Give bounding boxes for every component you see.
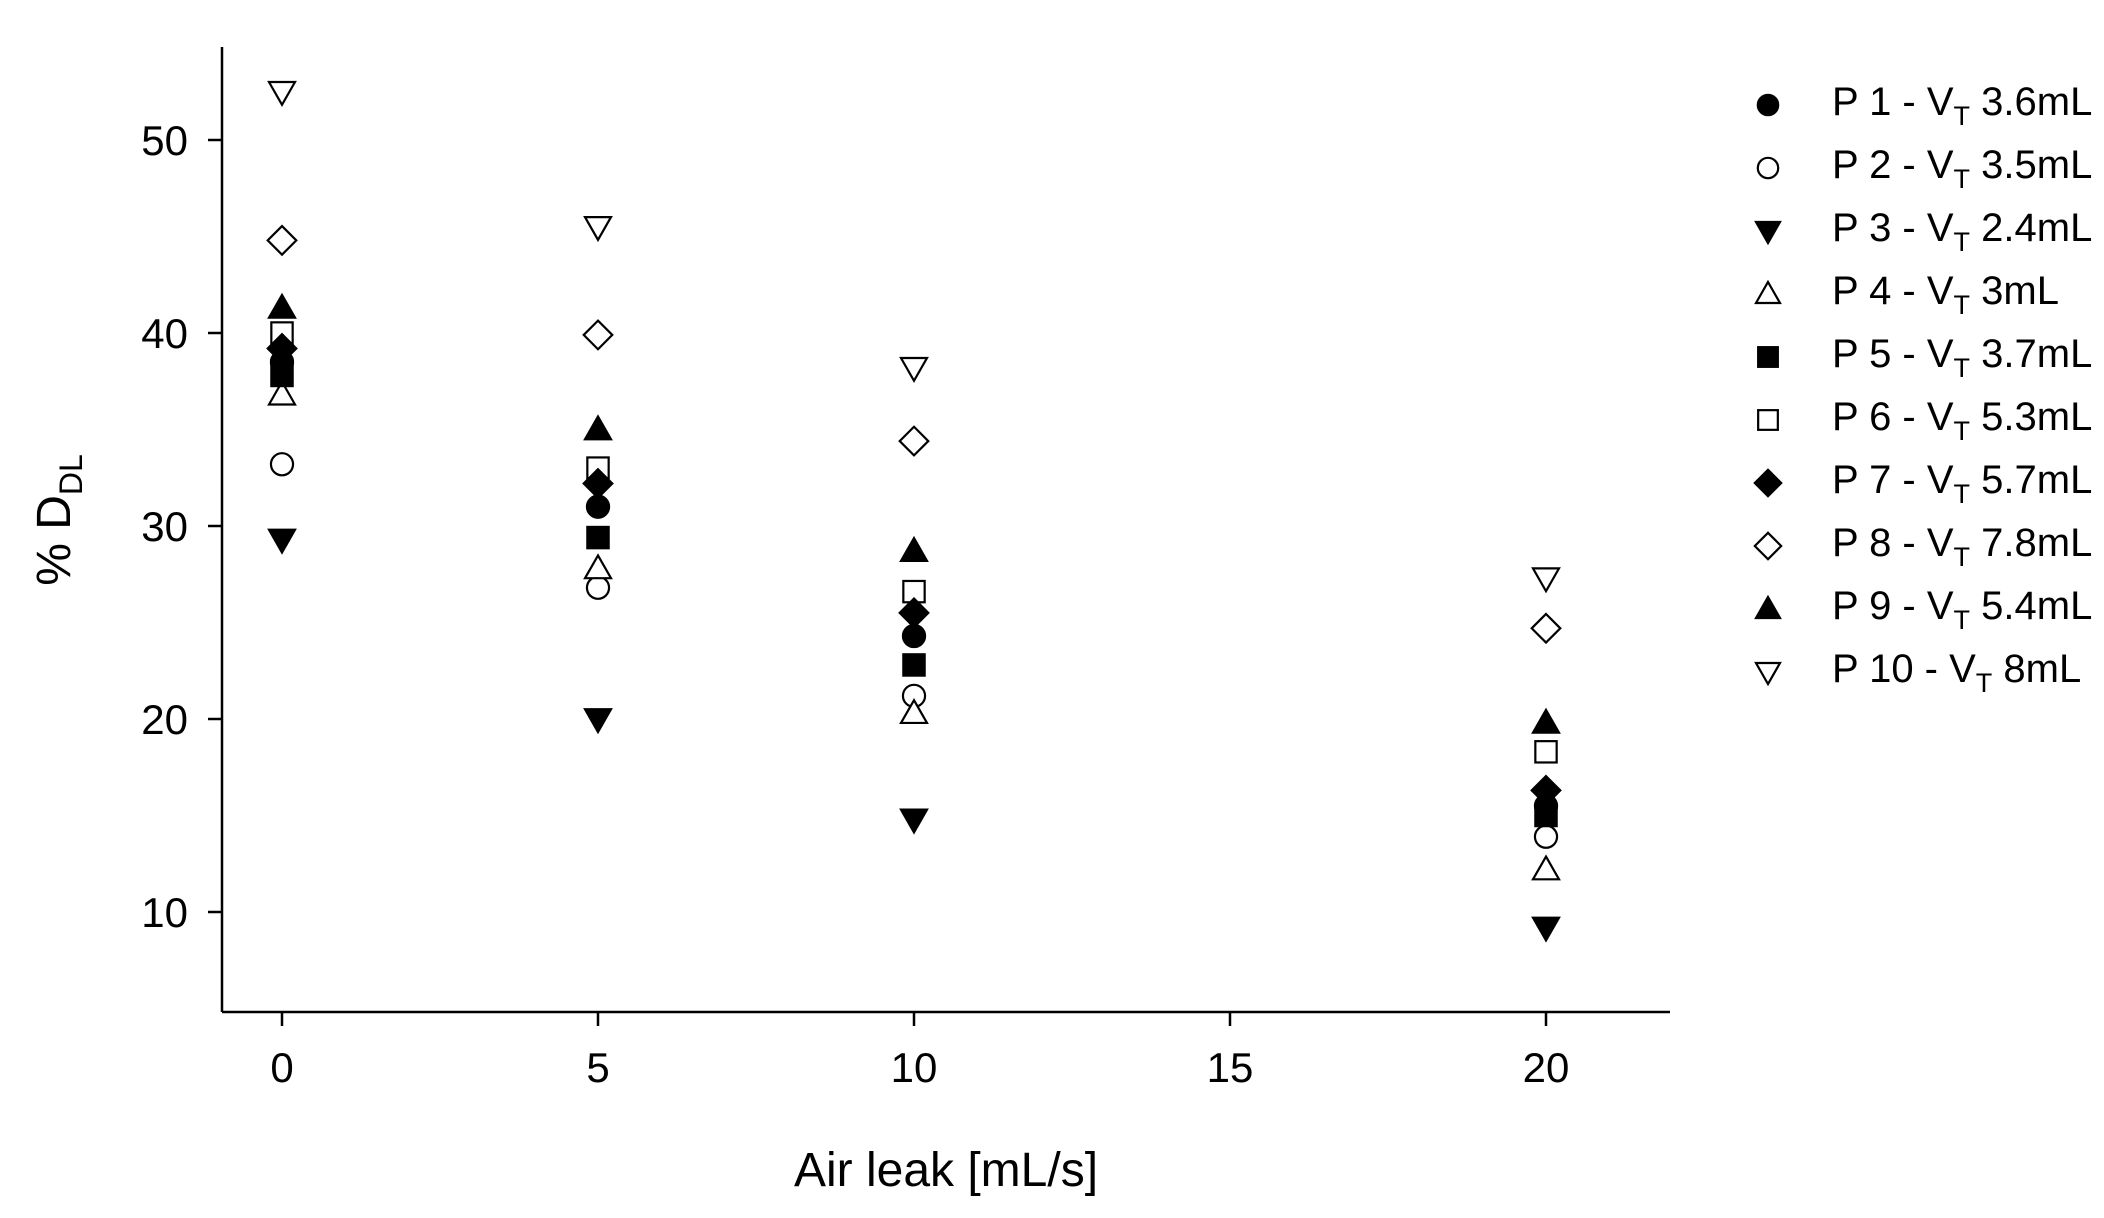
data-point-p9 bbox=[1531, 707, 1561, 734]
y-tick-label: 30 bbox=[141, 503, 188, 550]
legend-label-p5: P 5 - VT 3.7mL bbox=[1832, 332, 2092, 383]
data-point-p10 bbox=[1531, 567, 1561, 594]
data-point-p9 bbox=[899, 535, 929, 562]
legend-label-p9: P 9 - VT 5.4mL bbox=[1832, 584, 2092, 635]
data-point-p6 bbox=[1534, 740, 1558, 764]
x-tick-label: 0 bbox=[270, 1044, 293, 1091]
data-point-p8 bbox=[266, 224, 298, 257]
legend-label-p2: P 2 - VT 3.5mL bbox=[1832, 143, 2092, 194]
data-point-p8 bbox=[582, 319, 614, 351]
data-point-p3 bbox=[899, 808, 929, 835]
legend-marker-p7 bbox=[1753, 468, 1783, 498]
data-point-p4 bbox=[899, 697, 929, 725]
data-point-p3 bbox=[1531, 916, 1561, 943]
legend-marker-p6 bbox=[1757, 409, 1779, 431]
y-axis-title-sub: DL bbox=[53, 454, 89, 495]
data-point-p4 bbox=[1531, 854, 1561, 881]
data-point-p8 bbox=[1530, 612, 1562, 645]
legend-label-p10: P 10 - VT 8mL bbox=[1832, 647, 2081, 698]
data-point-p9 bbox=[583, 414, 613, 441]
data-point-p10 bbox=[583, 216, 613, 243]
x-tick-label: 10 bbox=[891, 1044, 938, 1091]
data-point-p4 bbox=[583, 553, 613, 580]
legend-marker-p9 bbox=[1754, 594, 1782, 620]
legend: P 1 - VT 3.6mL P 2 - VT 3.5mL P 3 - VT 2.4… bbox=[1753, 80, 2092, 698]
data-point-p8 bbox=[898, 425, 930, 457]
data-point-p2 bbox=[269, 452, 295, 477]
data-point-p2 bbox=[1533, 824, 1559, 849]
legend-marker-p1 bbox=[1756, 93, 1780, 117]
legend-label-p6: P 6 - VT 5.3mL bbox=[1832, 395, 2092, 446]
data-point-p7 bbox=[582, 467, 614, 500]
data-point-p7 bbox=[1530, 774, 1562, 807]
data-point-p3 bbox=[583, 708, 613, 735]
x-tick-label: 15 bbox=[1207, 1044, 1254, 1091]
legend-label-p1: P 1 - VT 3.6mL bbox=[1832, 80, 2092, 131]
legend-marker-p5 bbox=[1757, 346, 1779, 368]
axes bbox=[220, 47, 1670, 1014]
data-point-p2 bbox=[585, 575, 611, 600]
svg-text:% DDL: % DDL bbox=[28, 454, 89, 586]
legend-label-p7: P 7 - VT 5.7mL bbox=[1832, 458, 2092, 509]
data-point-p5 bbox=[586, 525, 610, 550]
legend-marker-p10 bbox=[1754, 661, 1782, 687]
data-points bbox=[266, 80, 1562, 943]
data-point-p7 bbox=[898, 596, 930, 629]
ticks: 0 5 10 15 20 10 20 30 40 50 bbox=[141, 117, 1569, 1091]
legend-label-p3: P 3 - VT 2.4mL bbox=[1832, 206, 2092, 257]
legend-marker-p8 bbox=[1753, 531, 1783, 561]
x-tick-label: 5 bbox=[586, 1044, 609, 1091]
data-point-p10 bbox=[267, 80, 297, 107]
data-point-p3 bbox=[267, 528, 297, 555]
legend-label-p8: P 8 - VT 7.8mL bbox=[1832, 521, 2092, 572]
legend-label-p4: P 4 - VT 3mL bbox=[1832, 269, 2059, 320]
y-tick-label: 50 bbox=[141, 117, 188, 164]
x-axis-title: Air leak [mL/s] bbox=[794, 1144, 1098, 1197]
legend-marker-p4 bbox=[1754, 279, 1782, 305]
data-point-p5 bbox=[270, 363, 294, 388]
legend-marker-p3 bbox=[1754, 220, 1782, 246]
data-point-p9 bbox=[267, 292, 297, 319]
legend-marker-p2 bbox=[1756, 156, 1780, 180]
y-tick-label: 40 bbox=[141, 310, 188, 357]
y-tick-label: 10 bbox=[141, 889, 188, 936]
data-point-p10 bbox=[899, 356, 929, 383]
x-tick-label: 20 bbox=[1523, 1044, 1570, 1091]
y-axis-title-main: % D bbox=[28, 495, 81, 586]
y-axis-title: % DDL bbox=[28, 454, 89, 586]
y-tick-label: 20 bbox=[141, 696, 188, 743]
data-point-p7 bbox=[266, 332, 298, 365]
data-point-p4 bbox=[267, 379, 297, 406]
data-point-p5 bbox=[902, 653, 926, 677]
data-point-p5 bbox=[1534, 803, 1558, 828]
